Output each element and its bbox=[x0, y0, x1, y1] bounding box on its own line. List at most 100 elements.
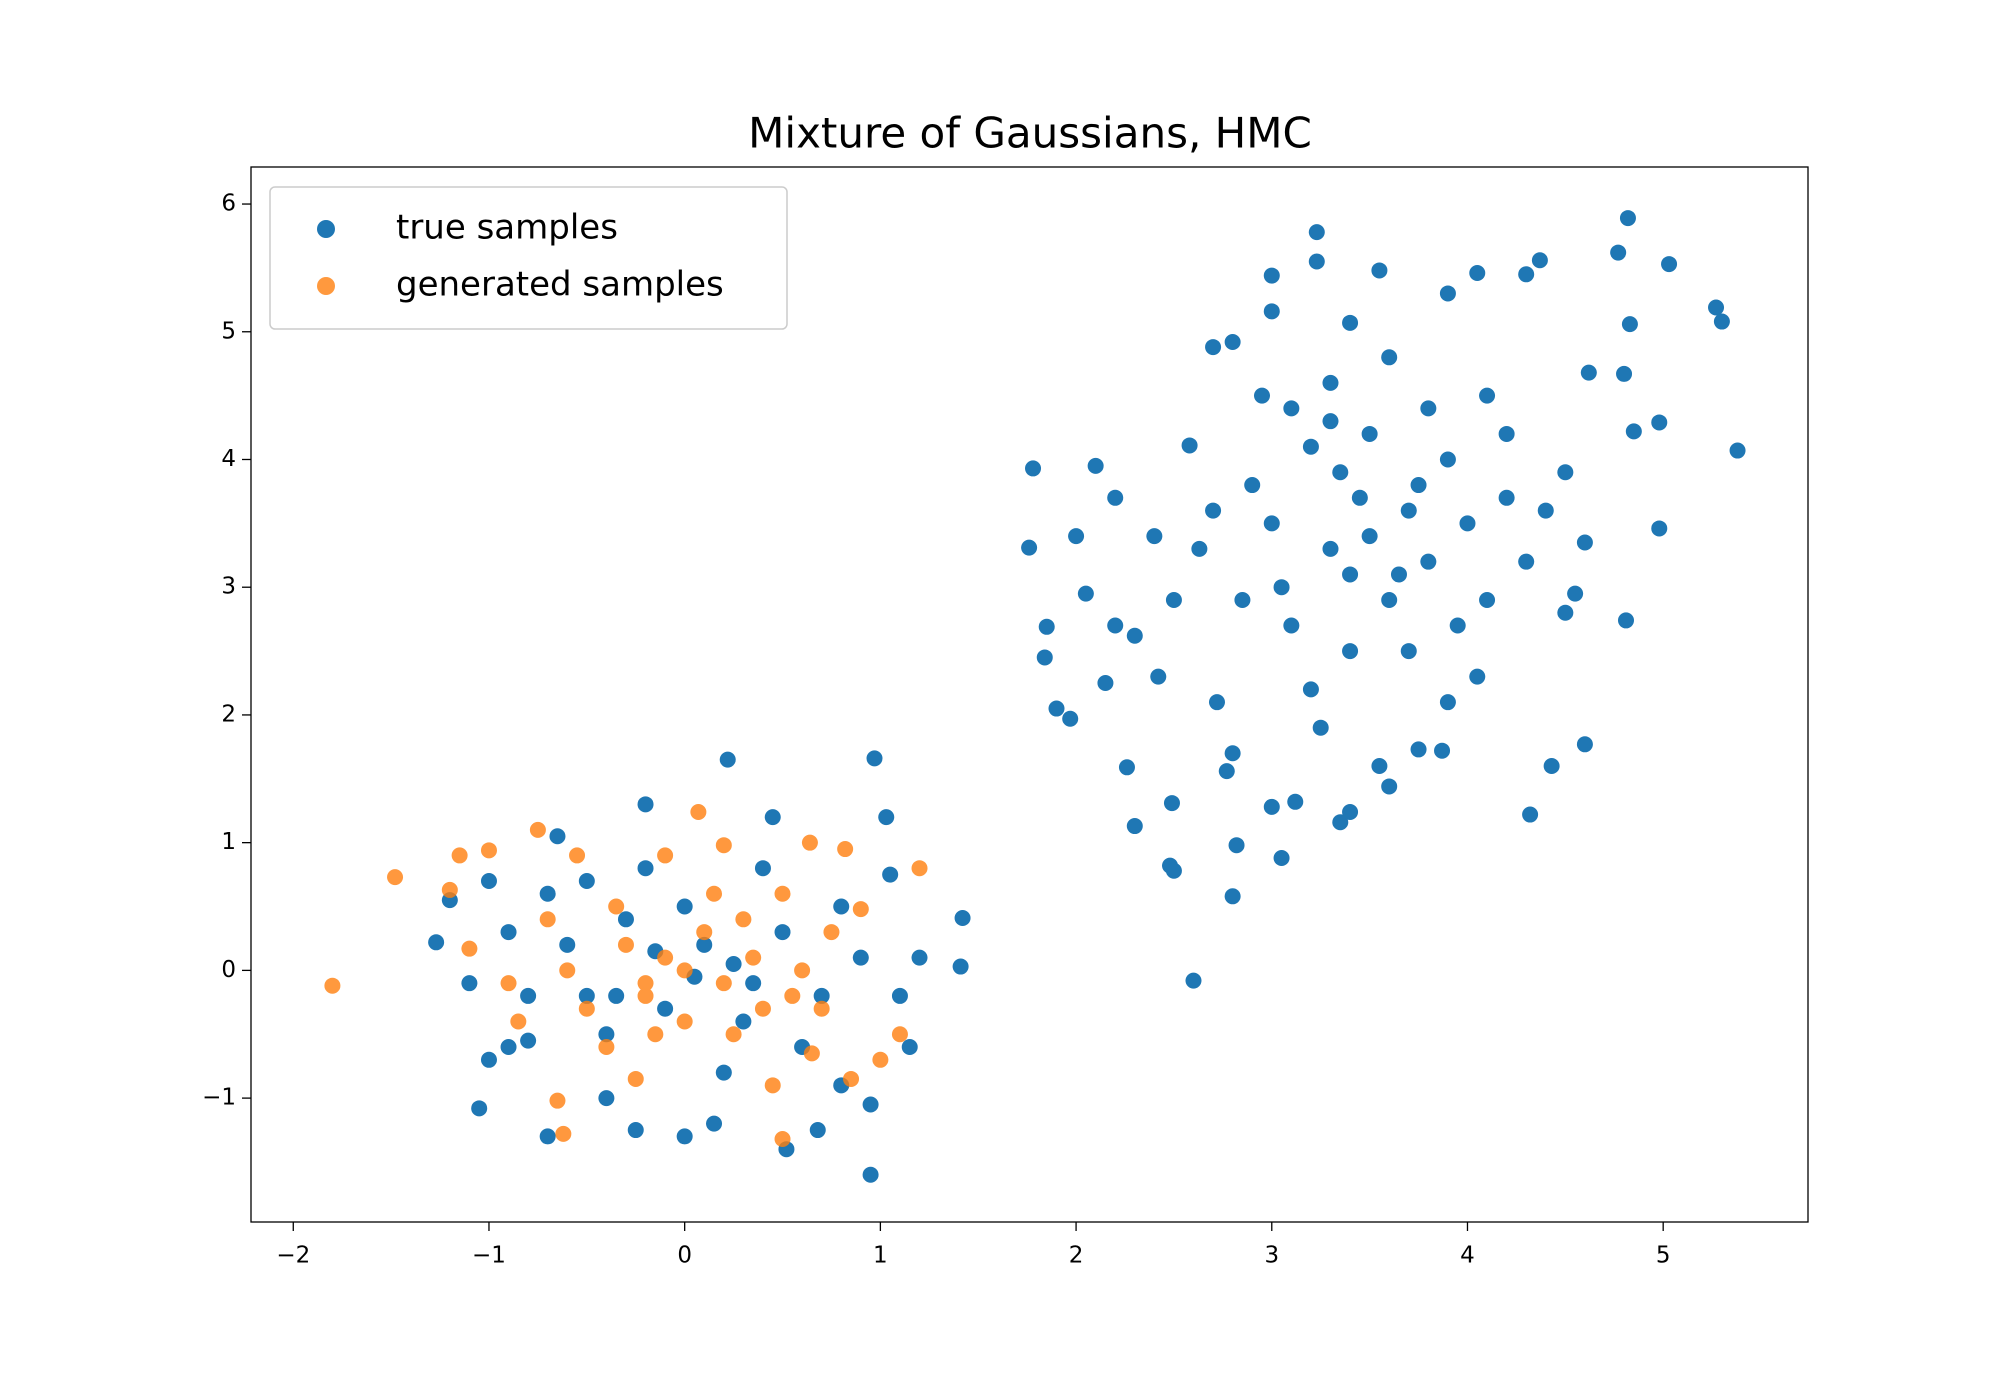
point bbox=[608, 898, 625, 915]
point bbox=[1312, 719, 1329, 736]
point bbox=[627, 1070, 644, 1087]
legend-label: true samples bbox=[396, 208, 618, 248]
point bbox=[911, 949, 928, 966]
point bbox=[794, 962, 811, 979]
point bbox=[1263, 798, 1280, 815]
point bbox=[837, 841, 854, 858]
point bbox=[1381, 778, 1398, 795]
point bbox=[774, 924, 791, 941]
plot-frame bbox=[250, 166, 1809, 1223]
point bbox=[1118, 759, 1135, 776]
point bbox=[1616, 365, 1633, 382]
point bbox=[1308, 224, 1325, 241]
point bbox=[1439, 285, 1456, 302]
point bbox=[1228, 837, 1245, 854]
point bbox=[617, 911, 634, 928]
point bbox=[1459, 515, 1476, 532]
point bbox=[1469, 265, 1486, 282]
point bbox=[647, 1026, 664, 1043]
point bbox=[801, 834, 818, 851]
y-tick-label: 5 bbox=[221, 318, 236, 344]
point bbox=[520, 1032, 537, 1049]
point bbox=[754, 860, 771, 877]
point bbox=[500, 975, 517, 992]
point bbox=[1218, 763, 1235, 780]
point bbox=[1651, 414, 1668, 431]
series bbox=[324, 804, 928, 1147]
point bbox=[833, 898, 850, 915]
point bbox=[608, 987, 625, 1004]
point bbox=[715, 837, 732, 854]
point bbox=[1400, 643, 1417, 660]
point bbox=[843, 1070, 860, 1087]
point bbox=[480, 872, 497, 889]
point bbox=[500, 1039, 517, 1056]
point bbox=[555, 1125, 572, 1142]
point bbox=[1068, 528, 1085, 545]
point bbox=[754, 1000, 771, 1017]
point bbox=[725, 1026, 742, 1043]
point bbox=[1273, 849, 1290, 866]
point bbox=[1150, 668, 1167, 685]
point bbox=[784, 987, 801, 1004]
point bbox=[1342, 314, 1359, 331]
point bbox=[1576, 534, 1593, 551]
x-tick-label: −1 bbox=[472, 1243, 506, 1269]
point bbox=[1576, 736, 1593, 753]
point bbox=[676, 1013, 693, 1030]
point bbox=[1287, 793, 1304, 810]
point bbox=[1518, 266, 1535, 283]
point bbox=[1420, 400, 1437, 417]
point bbox=[1234, 591, 1251, 608]
point bbox=[1625, 423, 1642, 440]
point bbox=[657, 949, 674, 966]
point bbox=[1557, 604, 1574, 621]
point bbox=[1434, 742, 1451, 759]
point bbox=[637, 796, 654, 813]
point bbox=[578, 872, 595, 889]
point bbox=[578, 987, 595, 1004]
point bbox=[1498, 425, 1515, 442]
point bbox=[637, 987, 654, 1004]
point bbox=[878, 809, 895, 826]
point bbox=[1449, 617, 1466, 634]
point bbox=[866, 750, 883, 767]
point bbox=[1522, 806, 1539, 823]
point bbox=[1146, 528, 1163, 545]
point bbox=[774, 1130, 791, 1147]
y-tick-label: 4 bbox=[221, 446, 236, 472]
point bbox=[1181, 437, 1198, 454]
x-tick-label: 1 bbox=[873, 1243, 888, 1269]
point bbox=[852, 949, 869, 966]
y-tick-label: 1 bbox=[221, 829, 236, 855]
point bbox=[715, 1064, 732, 1081]
point bbox=[1410, 741, 1427, 758]
point bbox=[1410, 477, 1427, 494]
point bbox=[617, 936, 634, 953]
point bbox=[480, 842, 497, 859]
point bbox=[891, 1026, 908, 1043]
y-tick-label: 2 bbox=[221, 701, 236, 727]
point bbox=[676, 1128, 693, 1145]
point bbox=[1381, 349, 1398, 366]
point bbox=[1351, 489, 1368, 506]
point bbox=[690, 804, 707, 821]
point bbox=[1302, 681, 1319, 698]
point bbox=[1205, 502, 1222, 519]
point bbox=[1729, 442, 1746, 459]
point bbox=[1439, 451, 1456, 468]
point bbox=[1400, 502, 1417, 519]
point bbox=[549, 828, 566, 845]
point bbox=[441, 881, 458, 898]
point bbox=[1708, 299, 1725, 316]
point bbox=[1165, 862, 1182, 879]
point bbox=[813, 987, 830, 1004]
point bbox=[1567, 585, 1584, 602]
point bbox=[911, 860, 928, 877]
point bbox=[725, 955, 742, 972]
point bbox=[1025, 460, 1042, 477]
point bbox=[1518, 553, 1535, 570]
point bbox=[813, 1000, 830, 1017]
point bbox=[1048, 700, 1065, 717]
point bbox=[1036, 649, 1053, 666]
